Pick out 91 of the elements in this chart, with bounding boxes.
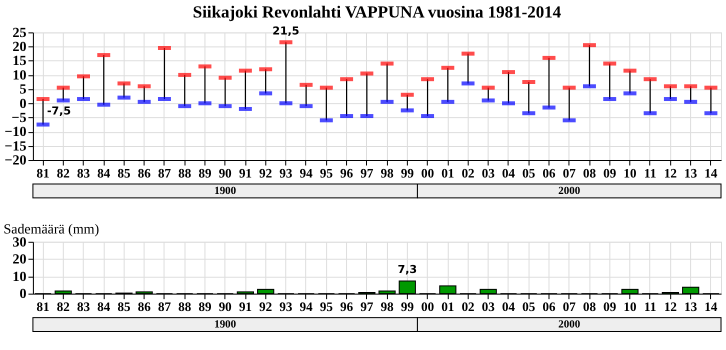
y-tick-label: 20	[12, 40, 26, 56]
x-tick-label: 03	[482, 299, 496, 314]
x-tick-label: 09	[603, 299, 617, 314]
x-tick-label: 86	[138, 299, 152, 314]
x-tick-label: 08	[582, 299, 596, 314]
y-tick-label: 0	[19, 287, 26, 302]
y-tick-label: −20	[4, 154, 26, 169]
x-tick-label: 91	[238, 165, 252, 180]
y-tick-label: 25	[12, 26, 26, 41]
x-tick-label: 83	[77, 165, 91, 180]
x-tick-label: 90	[218, 299, 232, 314]
text: 2000	[558, 318, 581, 331]
x-tick-label: 85	[118, 299, 130, 314]
x-tick-label: 83	[77, 299, 91, 314]
x-tick-label: 10	[623, 299, 636, 314]
x-tick-label: 01	[441, 165, 454, 180]
x-tick-label: 12	[664, 299, 677, 314]
x-tick-label: 97	[360, 165, 374, 180]
x-tick-label: 97	[360, 299, 374, 314]
x-tick-label: 95	[320, 299, 333, 314]
x-tick-label: 96	[340, 165, 354, 180]
x-tick-label: 84	[97, 299, 111, 314]
x-tick-label: 04	[502, 165, 516, 180]
y-tick-label: −10	[4, 125, 26, 140]
y-tick-label: 10	[12, 270, 26, 285]
y-tick-label: 15	[12, 54, 26, 70]
x-tick-label: 13	[684, 165, 698, 180]
x-tick-label: 10	[623, 165, 636, 180]
x-tick-label: 81	[36, 165, 50, 180]
x-tick-label: 95	[320, 165, 333, 180]
x-tick-label: 94	[300, 165, 314, 180]
y-tick-label: 0	[19, 96, 26, 112]
text: 2000	[558, 184, 581, 197]
x-tick-label: 07	[562, 299, 576, 314]
annotation: 21,5	[272, 24, 300, 38]
y-tick-label: 10	[12, 68, 26, 84]
x-tick-label: 87	[158, 165, 172, 180]
x-tick-label: 02	[462, 299, 475, 314]
x-tick-label: 14	[704, 165, 718, 180]
x-tick-label: 01	[441, 299, 454, 314]
x-tick-label: 12	[664, 165, 677, 180]
x-tick-label: 11	[644, 165, 656, 180]
y-tick-label: 5	[19, 82, 26, 98]
x-tick-label: 06	[542, 165, 556, 180]
x-tick-label: 04	[502, 299, 516, 314]
x-tick-label: 89	[198, 165, 212, 180]
y-tick-label: 30	[12, 235, 26, 250]
x-tick-label: 82	[56, 165, 70, 180]
x-tick-label: 94	[300, 299, 314, 314]
text: 1900	[214, 318, 237, 331]
x-tick-label: 98	[380, 165, 394, 180]
x-tick-label: 07	[562, 165, 576, 180]
x-tick-label: 00	[421, 165, 434, 180]
x-tick-label: 06	[542, 299, 556, 314]
x-tick-label: 13	[684, 299, 698, 314]
x-tick-label: 11	[644, 299, 656, 314]
y-axis-title: Sademäärä (mm)	[3, 222, 100, 238]
x-tick-label: 85	[118, 165, 130, 180]
x-tick-label: 93	[279, 299, 293, 314]
x-tick-label: 05	[522, 299, 536, 314]
x-tick-label: 02	[462, 165, 475, 180]
x-tick-label: 84	[97, 165, 111, 180]
x-tick-label: 96	[340, 299, 354, 314]
x-tick-label: 89	[198, 299, 212, 314]
x-tick-label: 03	[482, 165, 496, 180]
x-tick-label: 92	[259, 165, 272, 180]
x-tick-label: 93	[279, 165, 293, 180]
chart-title: Siikajoki Revonlahti VAPPUNA vuosina 1981-2014	[192, 2, 562, 22]
x-tick-label: 08	[582, 165, 596, 180]
x-tick-label: 82	[56, 299, 70, 314]
x-tick-label: 05	[522, 165, 536, 180]
x-tick-label: 99	[400, 165, 414, 180]
x-tick-label: 09	[603, 165, 617, 180]
y-tick-label: −15	[4, 139, 26, 154]
text: 1900	[214, 184, 237, 197]
x-tick-label: 86	[138, 165, 152, 180]
x-tick-label: 87	[158, 299, 172, 314]
x-tick-label: 88	[178, 299, 192, 314]
annotation: -7,5	[47, 104, 71, 118]
x-tick-label: 00	[421, 299, 434, 314]
x-tick-label: 99	[400, 299, 414, 314]
x-tick-label: 88	[178, 165, 192, 180]
x-tick-label: 98	[380, 299, 394, 314]
x-tick-label: 92	[259, 299, 272, 314]
annotation: 7,3	[398, 263, 418, 276]
x-tick-label: 81	[36, 299, 50, 314]
y-tick-label: 20	[12, 252, 26, 268]
x-tick-label: 91	[238, 299, 252, 314]
y-tick-label: −5	[11, 110, 26, 126]
x-tick-label: 14	[704, 299, 718, 314]
x-tick-label: 90	[218, 165, 232, 180]
